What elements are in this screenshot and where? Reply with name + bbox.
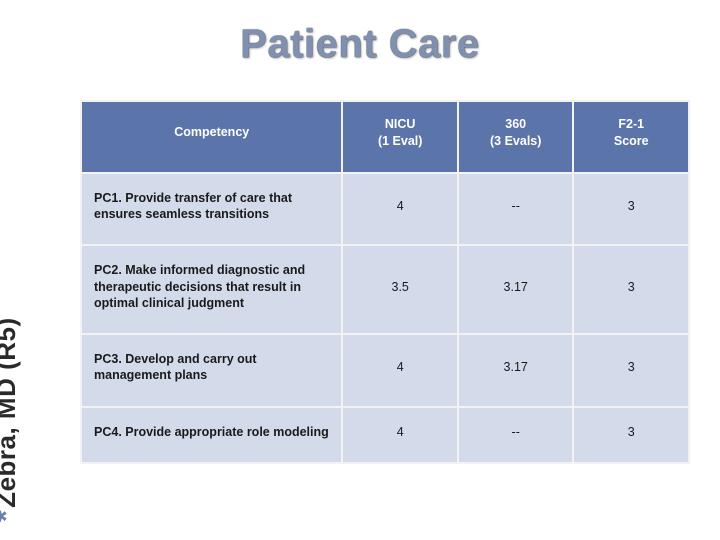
cell-360: 3.17 [458, 245, 574, 334]
cell-nicu: 3.5 [342, 245, 458, 334]
cell-360: -- [458, 173, 574, 246]
competency-table: Competency NICU (1 Eval) 360 (3 Evals) F… [80, 100, 690, 464]
col-header-nicu-line1: NICU [351, 116, 449, 133]
cell-f21: 3 [573, 173, 689, 246]
asterisk-icon: * [0, 510, 23, 522]
table-row: PC3. Develop and carry out management pl… [81, 334, 689, 407]
col-header-f21-line2: Score [582, 133, 680, 150]
slide-title: Patient Care [0, 22, 720, 67]
table-header-row: Competency NICU (1 Eval) 360 (3 Evals) F… [81, 101, 689, 173]
cell-f21: 3 [573, 334, 689, 407]
row-label: PC1. Provide transfer of care that ensur… [81, 173, 342, 246]
col-header-360: 360 (3 Evals) [458, 101, 574, 173]
cell-360: -- [458, 407, 574, 463]
col-header-360-line1: 360 [467, 116, 565, 133]
cell-nicu: 4 [342, 334, 458, 407]
competency-table-wrap: Competency NICU (1 Eval) 360 (3 Evals) F… [80, 100, 690, 464]
col-header-360-line2: (3 Evals) [467, 133, 565, 150]
col-header-f21-line1: F2-1 [582, 116, 680, 133]
cell-nicu: 4 [342, 407, 458, 463]
col-header-nicu-line2: (1 Eval) [351, 133, 449, 150]
presenter-label: * Zebra, MD (R5) [0, 317, 24, 522]
col-header-f21: F2-1 Score [573, 101, 689, 173]
cell-360: 3.17 [458, 334, 574, 407]
presenter-name: Zebra, MD (R5) [0, 317, 21, 507]
row-label: PC2. Make informed diagnostic and therap… [81, 245, 342, 334]
row-label: PC4. Provide appropriate role modeling [81, 407, 342, 463]
table-row: PC1. Provide transfer of care that ensur… [81, 173, 689, 246]
col-header-nicu: NICU (1 Eval) [342, 101, 458, 173]
table-row: PC2. Make informed diagnostic and therap… [81, 245, 689, 334]
cell-nicu: 4 [342, 173, 458, 246]
cell-f21: 3 [573, 407, 689, 463]
table-row: PC4. Provide appropriate role modeling 4… [81, 407, 689, 463]
cell-f21: 3 [573, 245, 689, 334]
row-label: PC3. Develop and carry out management pl… [81, 334, 342, 407]
col-header-competency: Competency [81, 101, 342, 173]
